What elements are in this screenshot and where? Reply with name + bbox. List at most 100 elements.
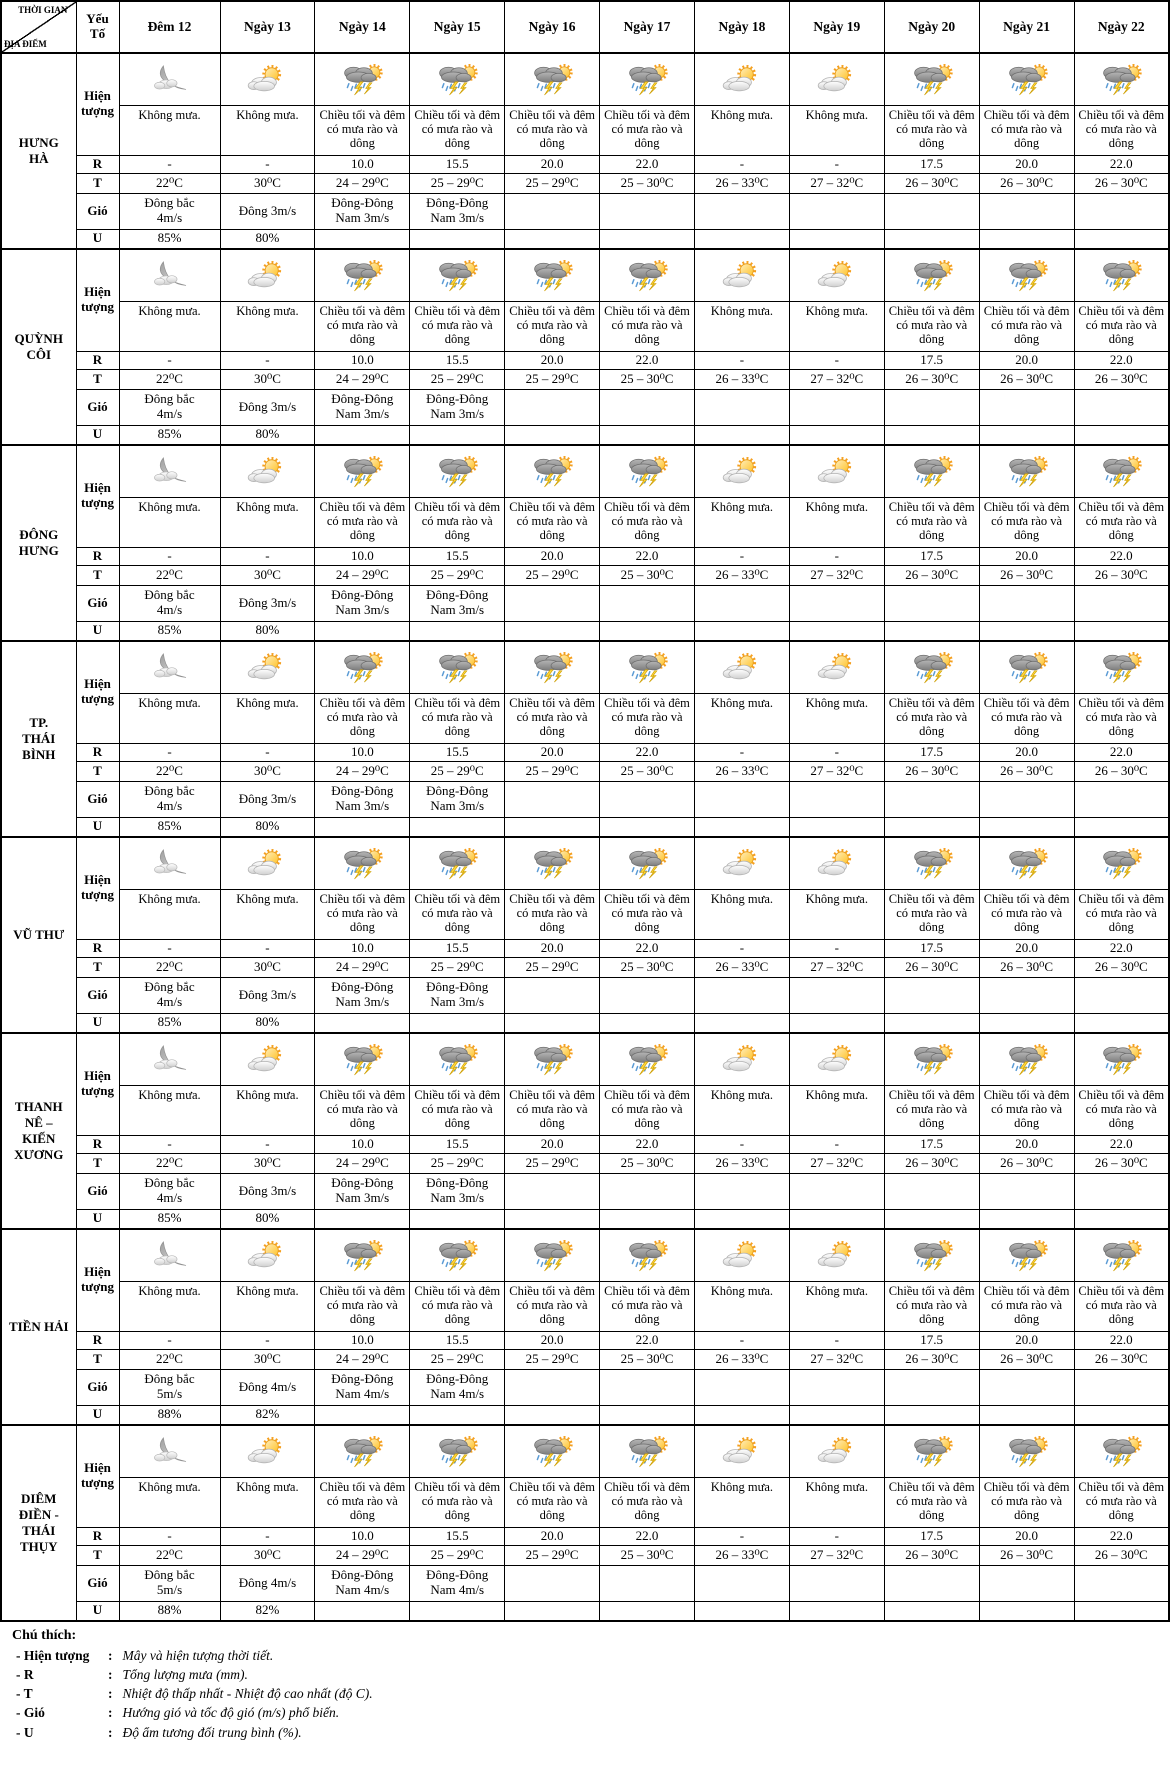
- humidity-value-cell: [883, 1012, 980, 1034]
- phenomenon-text-cell: Chiều tối và đêm có mưa rào và dông: [599, 1280, 695, 1332]
- humidity-value-cell: [409, 424, 506, 446]
- wind-value-cell: [978, 192, 1075, 230]
- sun-cloud-icon: [814, 1436, 860, 1468]
- rain-value-cell: -: [693, 1330, 790, 1350]
- rain-value-cell: 10.0: [314, 742, 411, 762]
- wind-value-cell: [693, 976, 790, 1014]
- weather-icon-cell: [118, 836, 221, 890]
- rain-value-cell: 20.0: [504, 938, 601, 958]
- sun-cloud-icon: [719, 848, 765, 880]
- phenomenon-text-cell: Không mưa.: [693, 888, 790, 940]
- temperature-range-cell: 26 – 30⁰C: [883, 564, 980, 586]
- humidity-value-cell: [314, 424, 411, 446]
- phenomenon-text-cell: Chiều tối và đêm có mưa rào và dông: [409, 1084, 506, 1136]
- storm-rain-lightning-icon: [1004, 848, 1050, 880]
- wind-value-cell: [1073, 1564, 1170, 1602]
- phenomenon-text-cell: Chiều tối và đêm có mưa rào và dông: [504, 888, 601, 940]
- rain-value-cell: -: [788, 1526, 885, 1546]
- weather-icon-cell: [504, 640, 601, 694]
- humidity-value-cell: [409, 1404, 506, 1426]
- row-label-humidity: U: [75, 424, 120, 446]
- temperature-range-cell: 30⁰C: [219, 368, 316, 390]
- weather-icon-cell: [978, 836, 1075, 890]
- humidity-value-cell: [314, 1208, 411, 1230]
- humidity-value-cell: [1073, 1208, 1170, 1230]
- humidity-value-cell: [883, 1208, 980, 1230]
- humidity-value-cell: 85%: [118, 620, 221, 642]
- wind-value-cell: [883, 780, 980, 818]
- humidity-value-cell: [314, 1404, 411, 1426]
- row-label-humidity: U: [75, 816, 120, 838]
- wind-value-cell: Đông 3m/s: [219, 780, 316, 818]
- wind-value-cell: [599, 388, 695, 426]
- moon-cloud-icon: [147, 848, 193, 880]
- rain-value-cell: 10.0: [314, 938, 411, 958]
- temperature-range-cell: 25 – 29⁰C: [504, 172, 601, 194]
- rain-value-cell: 20.0: [978, 154, 1075, 174]
- rain-row: R - -10.0 15.5 20.0 22.0- -17.5 20.0 22.0: [1, 1134, 1170, 1154]
- location-name-cell: TP. THÁI BÌNH: [0, 640, 77, 838]
- weather-icon-cell: [693, 444, 790, 498]
- temperature-range-cell: 25 – 30⁰C: [599, 1152, 695, 1174]
- humidity-value-cell: [504, 1012, 601, 1034]
- phenomenon-text-cell: Chiều tối và đêm có mưa rào và dông: [599, 496, 695, 548]
- wind-value-cell: [504, 192, 601, 230]
- wind-value-cell: Đông-Đông Nam 4m/s: [409, 1368, 506, 1406]
- wind-value-cell: [978, 1564, 1075, 1602]
- rain-value-cell: 20.0: [978, 1526, 1075, 1546]
- factor-column-header: Yếu Tố: [75, 0, 120, 54]
- legend-item-text: Tổng lượng mưa (mm).: [122, 1667, 248, 1683]
- phenomenon-text-cell: Không mưa.: [219, 104, 316, 156]
- storm-rain-lightning-icon: [434, 1240, 480, 1272]
- humidity-value-cell: 80%: [219, 424, 316, 446]
- weather-icon-cell: [314, 836, 411, 890]
- weather-icon-cell: [314, 248, 411, 302]
- humidity-value-cell: [504, 816, 601, 838]
- wind-value-cell: Đông 4m/s: [219, 1564, 316, 1602]
- phenomenon-text-cell: Chiều tối và đêm có mưa rào và dông: [409, 888, 506, 940]
- temperature-range-cell: 26 – 33⁰C: [693, 956, 790, 978]
- phenomenon-text-cell: Không mưa.: [788, 1084, 885, 1136]
- rain-value-cell: 10.0: [314, 1526, 411, 1546]
- temperature-range-cell: 27 – 32⁰C: [788, 956, 885, 978]
- humidity-value-cell: 80%: [219, 1012, 316, 1034]
- rain-value-cell: -: [788, 546, 885, 566]
- temperature-range-cell: 24 – 29⁰C: [314, 172, 411, 194]
- temperature-range-cell: 25 – 29⁰C: [504, 1348, 601, 1370]
- weather-icon-cell: [1073, 444, 1170, 498]
- weather-icon-cell: [118, 52, 221, 106]
- rain-value-cell: -: [118, 1526, 221, 1546]
- phenomenon-text-cell: Chiều tối và đêm có mưa rào và dông: [1073, 692, 1170, 744]
- humidity-value-cell: [788, 620, 885, 642]
- phenomenon-text-cell: Không mưa.: [693, 300, 790, 352]
- wind-value-cell: [504, 1564, 601, 1602]
- humidity-value-cell: [693, 1012, 790, 1034]
- weather-icon-cell: [504, 52, 601, 106]
- wind-row: Gió Đông bắc 4m/s Đông 3m/s Đông-Đông Nam 3…: [1, 192, 1170, 230]
- rain-value-cell: -: [788, 742, 885, 762]
- temp-row: T 22⁰C 30⁰C 24 – 29⁰C 25 – 29⁰C 25 – 29⁰C 25 –…: [1, 368, 1170, 390]
- phenomenon-text-cell: Không mưa.: [118, 692, 221, 744]
- rain-value-cell: 15.5: [409, 938, 506, 958]
- temperature-range-cell: 26 – 33⁰C: [693, 760, 790, 782]
- phenomenon-text-cell: Chiều tối và đêm có mưa rào và dông: [504, 1280, 601, 1332]
- sun-cloud-icon: [244, 456, 290, 488]
- weather-icon-cell: [314, 1424, 411, 1478]
- humidity-value-cell: [599, 816, 695, 838]
- phenomenon-text-cell: Không mưa.: [118, 104, 221, 156]
- sun-cloud-icon: [244, 652, 290, 684]
- temperature-range-cell: 27 – 32⁰C: [788, 368, 885, 390]
- phenomenon-text-cell: Chiều tối và đêm có mưa rào và dông: [504, 104, 601, 156]
- phenomenon-text-cell: Không mưa.: [788, 1280, 885, 1332]
- humidity-value-cell: [693, 620, 790, 642]
- storm-rain-lightning-icon: [1004, 456, 1050, 488]
- rain-value-cell: -: [788, 350, 885, 370]
- rain-value-cell: -: [118, 742, 221, 762]
- row-label-rain: R: [75, 742, 120, 762]
- wind-value-cell: Đông-Đông Nam 3m/s: [314, 1172, 411, 1210]
- row-label-wind: Gió: [75, 584, 120, 622]
- row-label-temperature: T: [75, 760, 120, 782]
- temperature-range-cell: 26 – 30⁰C: [883, 172, 980, 194]
- phenomenon-text-cell: Không mưa.: [219, 888, 316, 940]
- storm-rain-lightning-icon: [1098, 1044, 1144, 1076]
